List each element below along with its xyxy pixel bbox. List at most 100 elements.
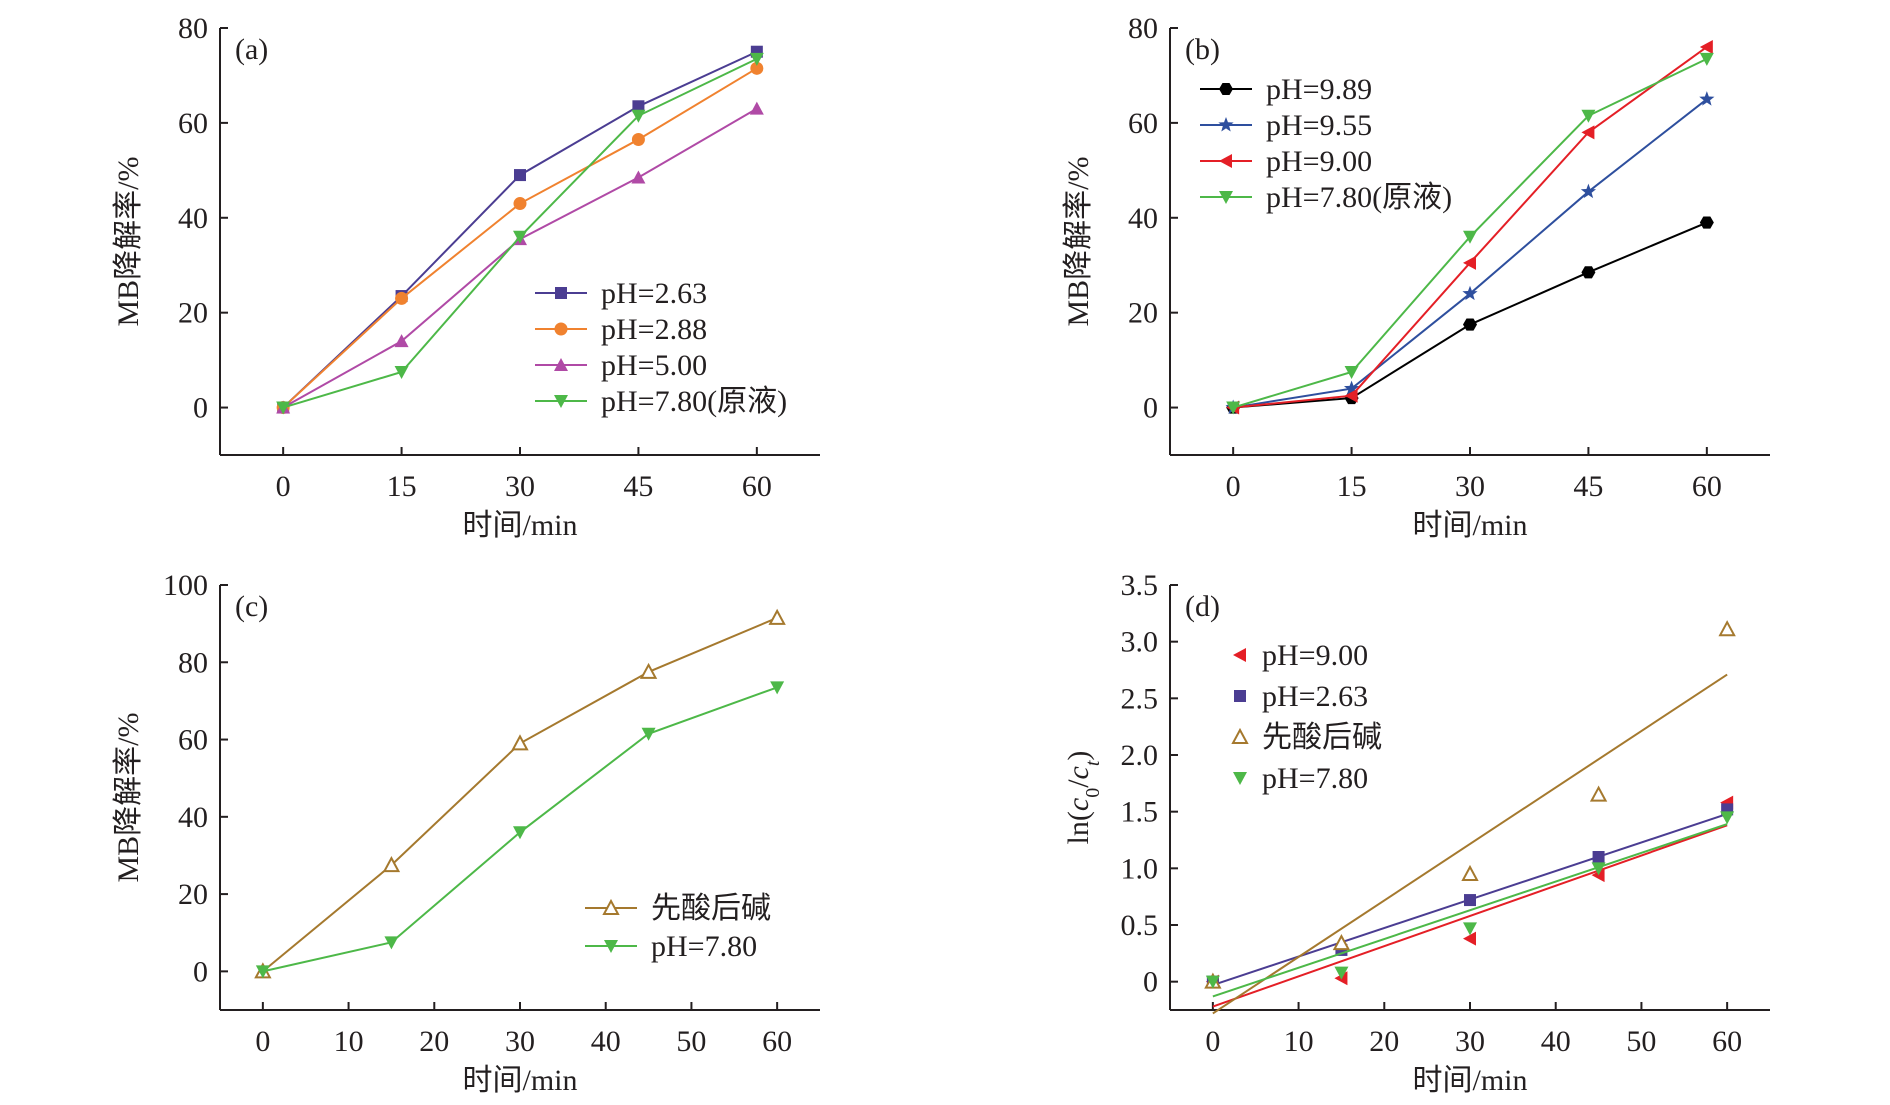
- data-point: [1589, 785, 1608, 802]
- data-point: [770, 681, 785, 695]
- data-point: [750, 61, 764, 75]
- data-point: [384, 936, 399, 950]
- legend-label: pH=2.63: [601, 277, 707, 310]
- legend-marker: [1233, 772, 1247, 785]
- y-tick-label: 20: [1128, 297, 1158, 330]
- y-tick-label: 40: [178, 801, 208, 834]
- data-point: [1343, 380, 1360, 396]
- data-point: [1463, 230, 1477, 244]
- y-tick-label: 3.5: [1121, 569, 1159, 602]
- data-point: [1205, 975, 1220, 989]
- x-tick-label: 0: [276, 470, 291, 503]
- y-tick-label: 0: [193, 392, 208, 425]
- x-tick-label: 60: [762, 1025, 792, 1058]
- x-tick-label: 30: [505, 470, 535, 503]
- legend-marker: [554, 358, 568, 371]
- series-1: [1206, 803, 1734, 988]
- data-point: [1463, 318, 1477, 331]
- legend-label: pH=2.63: [1262, 680, 1368, 713]
- panel-label: (d): [1185, 590, 1220, 623]
- y-tick-label: 0: [193, 955, 208, 988]
- data-point: [395, 291, 409, 305]
- legend-marker: [1218, 117, 1234, 132]
- x-tick-label: 60: [742, 470, 772, 503]
- x-tick-label: 0: [1205, 1025, 1220, 1058]
- y-tick-label: 2.0: [1121, 739, 1159, 772]
- data-point: [1581, 109, 1596, 123]
- data-point: [1581, 266, 1596, 279]
- legend-marker: [1219, 82, 1233, 96]
- legend-label: pH=9.00: [1266, 145, 1372, 178]
- data-point: [255, 965, 270, 979]
- data-point: [513, 230, 527, 244]
- data-point: [1720, 811, 1735, 825]
- x-tick-label: 0: [1226, 470, 1241, 503]
- data-point: [631, 170, 646, 184]
- x-tick-label: 50: [676, 1025, 706, 1058]
- y-axis-title: MB降解率/%: [112, 156, 145, 326]
- y-tick-label: 0: [1143, 392, 1158, 425]
- data-point: [632, 100, 645, 113]
- fit-line: [1212, 673, 1728, 1015]
- data-point: [749, 101, 764, 115]
- data-point: [768, 608, 786, 625]
- legend-marker: [554, 395, 568, 408]
- x-tick-label: 40: [1541, 1025, 1571, 1058]
- x-tick-label: 20: [419, 1025, 449, 1058]
- chart-panel-a: 0 20 40 60 80 0 15 30 45 60 时间/min MB降解率/% (a) pH=2.6…: [112, 12, 820, 542]
- legend-label: pH=7.80: [1262, 762, 1368, 795]
- data-point: [382, 856, 401, 873]
- y-tick-label: 60: [178, 724, 208, 757]
- y-tick-label: 0.5: [1121, 909, 1159, 942]
- data-point: [1580, 183, 1597, 199]
- data-point: [1332, 934, 1351, 951]
- data-point: [631, 109, 646, 123]
- chart-panel-c: 0 20 40 60 80 100 0 10 20 30 40 50 60 时间/min MB降解率/% (c…: [112, 569, 820, 1097]
- data-point: [514, 169, 526, 182]
- series-1: [255, 681, 785, 979]
- x-axis-title: 时间/min: [1412, 1064, 1527, 1097]
- legend-marker: [1219, 191, 1233, 204]
- x-axis-title: 时间/min: [1412, 509, 1527, 542]
- y-axis-title: MB降解率/%: [1062, 156, 1095, 326]
- legend-marker: [555, 287, 567, 299]
- data-point: [1461, 864, 1479, 881]
- x-axis-title: 时间/min: [462, 509, 577, 542]
- data-point: [1344, 388, 1358, 403]
- data-point: [1463, 922, 1477, 936]
- x-tick-label: 60: [1692, 470, 1722, 503]
- x-tick-label: 0: [255, 1025, 270, 1058]
- y-tick-label: 60: [178, 107, 208, 140]
- chart-panel-d: 0 0.5 1.0 1.5 2.0 2.5 3.0 3.5 0 10 20 30 40 50 60 时间/mi…: [1062, 569, 1770, 1097]
- legend-label: pH=9.00: [1262, 639, 1368, 672]
- legend-marker: [1219, 154, 1232, 168]
- data-point: [1464, 894, 1476, 907]
- data-point: [1699, 91, 1715, 106]
- data-point: [1344, 365, 1359, 379]
- chart-panel-b: 0 20 40 60 80 0 15 30 45 60 时间/min MB降解率/% (b) pH=9.8…: [1062, 12, 1770, 542]
- legend-label: pH=7.80(原液): [601, 385, 787, 418]
- y-tick-label: 40: [178, 202, 208, 235]
- data-point: [1581, 125, 1595, 140]
- y-tick-label: 100: [163, 569, 208, 602]
- panel-label: (a): [235, 33, 268, 66]
- legend-marker: [1234, 690, 1246, 702]
- data-point: [1718, 620, 1736, 637]
- series-3: [1205, 811, 1735, 998]
- series-3: [276, 52, 764, 415]
- series-3: [1226, 52, 1714, 415]
- data-point: [1699, 39, 1713, 54]
- x-tick-label: 10: [334, 1025, 364, 1058]
- data-point: [513, 826, 527, 840]
- y-tick-label: 40: [1128, 202, 1158, 235]
- data-point: [394, 365, 409, 379]
- y-tick-label: 60: [1128, 107, 1158, 140]
- x-tick-label: 30: [1455, 1025, 1485, 1058]
- legend-label: pH=9.55: [1266, 109, 1372, 142]
- legend-label: 先酸后碱: [1262, 721, 1382, 754]
- data-point: [394, 334, 409, 348]
- x-tick-label: 45: [1573, 470, 1603, 503]
- data-point: [1334, 966, 1349, 980]
- x-tick-label: 50: [1626, 1025, 1656, 1058]
